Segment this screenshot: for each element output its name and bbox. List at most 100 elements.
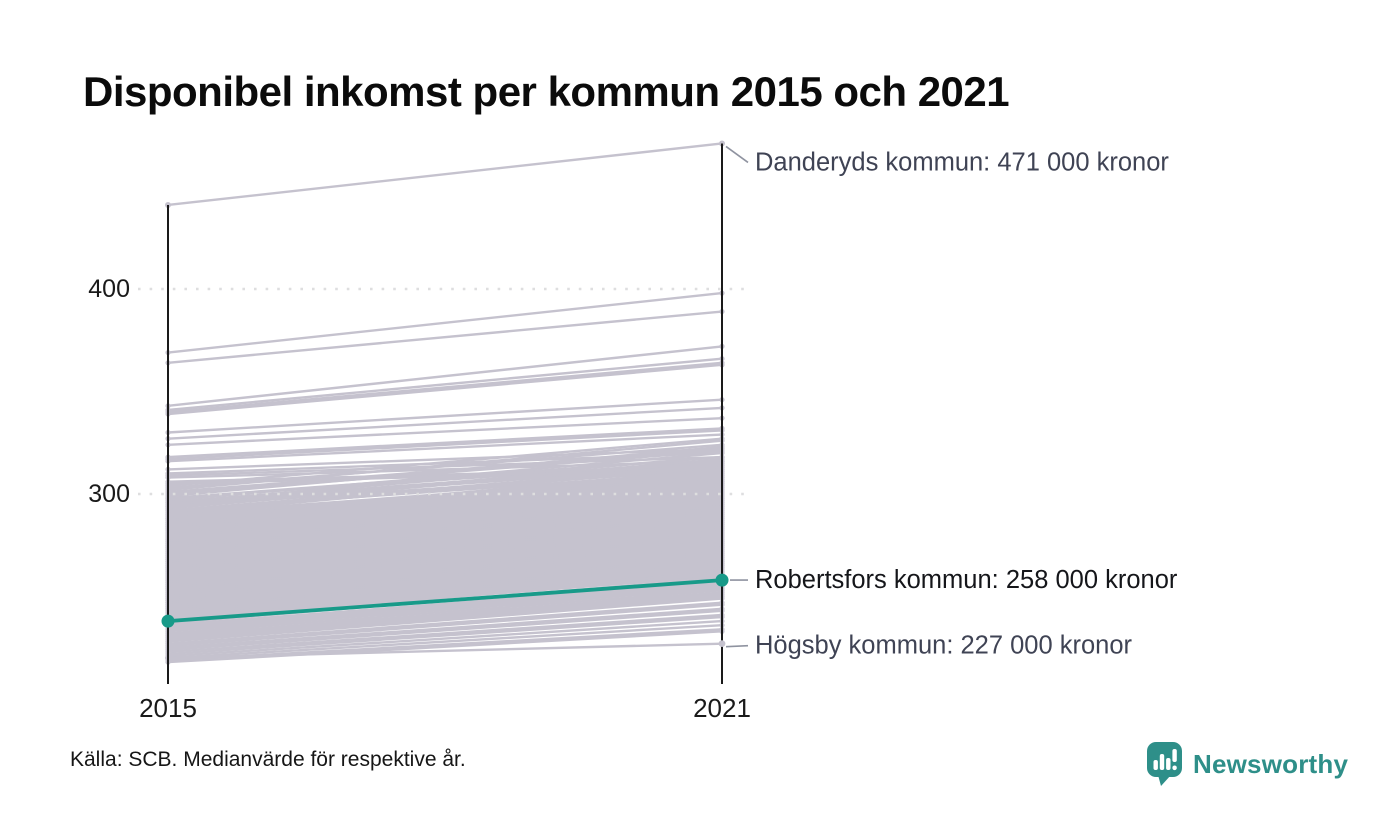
highlight-end-dot (715, 573, 729, 587)
municipality-line (167, 619, 723, 658)
newsworthy-wordmark: Newsworthy (1193, 748, 1349, 779)
municipality-line (167, 533, 723, 586)
municipality-line (167, 501, 723, 553)
municipality-line (167, 429, 723, 461)
annotation-label-danderyd: Danderyds kommun: 471 000 kronor (755, 148, 1169, 176)
municipality-line (167, 439, 723, 492)
y-tick-label-400: 400 (88, 275, 130, 303)
municipality-line (167, 427, 723, 459)
municipality-line (167, 451, 723, 502)
municipality-line (167, 437, 723, 487)
municipality-line (167, 490, 723, 543)
municipality-line (167, 630, 723, 664)
y-tick-label-300: 300 (88, 480, 130, 508)
municipality-line (167, 416, 723, 446)
municipality-line (167, 607, 723, 649)
municipality-line (167, 357, 723, 412)
municipality-line (167, 546, 723, 598)
municipality-line (167, 291, 723, 354)
municipality-line (167, 523, 723, 576)
municipality-line (167, 539, 723, 592)
municipality-line (167, 537, 723, 590)
municipality-line (167, 503, 723, 555)
municipality-line (167, 562, 723, 615)
municipality-line (167, 310, 723, 364)
municipality-line (167, 511, 723, 563)
municipality-line (167, 517, 723, 569)
municipality-line (167, 558, 723, 610)
municipality-line (167, 484, 723, 537)
municipality-line (167, 361, 723, 414)
municipality-line (167, 535, 723, 588)
municipality-line (167, 513, 723, 565)
municipality-line-danderyd (167, 142, 723, 207)
municipality-line (167, 615, 723, 656)
municipality-line (167, 544, 723, 596)
municipality-line (167, 462, 723, 516)
municipality-line (167, 587, 723, 633)
chart-title: Disponibel inkomst per kommun 2015 och 2… (83, 68, 1010, 115)
source-note: Källa: SCB. Medianvärde för respektive å… (70, 748, 466, 771)
municipality-line (167, 509, 723, 561)
municipality-line (167, 445, 723, 498)
municipality-line (167, 521, 723, 574)
municipality-line (167, 470, 723, 522)
municipality-line (167, 398, 723, 434)
municipality-line (167, 529, 723, 582)
highlight-start-dot (161, 614, 175, 628)
x-label-2015: 2015 (139, 693, 197, 723)
municipality-line (167, 492, 723, 545)
newsworthy-logo-icon (1147, 742, 1182, 786)
municipality-line (167, 519, 723, 572)
newsworthy-brand: Newsworthy (1146, 741, 1348, 787)
hogsby-marker-dot (718, 640, 726, 648)
municipality-line (167, 585, 723, 631)
municipality-line (167, 486, 723, 539)
municipality-line (167, 580, 723, 627)
municipality-line (167, 460, 723, 510)
municipality-line (167, 474, 723, 526)
municipality-line (167, 556, 723, 608)
municipality-line (167, 507, 723, 559)
municipality-line (167, 531, 723, 584)
municipality-line (167, 433, 723, 463)
x-label-2021: 2021 (693, 693, 751, 723)
municipality-line (167, 583, 723, 629)
municipality-line-hogsby (167, 642, 723, 660)
municipality-line (167, 564, 723, 617)
municipality-line (167, 482, 723, 535)
municipality-line (167, 609, 723, 651)
municipality-line (167, 494, 723, 547)
municipality-line (167, 515, 723, 567)
municipality-line (167, 597, 723, 643)
municipality-line (167, 550, 723, 602)
leader-danderyd (725, 145, 749, 164)
municipality-line (167, 496, 723, 549)
municipality-line (167, 345, 723, 408)
highlight-line-robertsfors (167, 578, 723, 623)
municipality-line (167, 363, 723, 416)
municipality-line (167, 624, 723, 660)
municipality-line (167, 480, 723, 533)
leader-hogsby (725, 644, 749, 648)
municipality-line (167, 468, 723, 520)
municipality-line (167, 589, 723, 635)
municipality-line (167, 478, 723, 531)
municipality-line (167, 566, 723, 619)
municipality-line (167, 472, 723, 524)
municipality-line (167, 603, 723, 647)
annotation-label-robertsfors: Robertsfors kommun: 258 000 kronor (755, 566, 1178, 594)
municipality-line (167, 542, 723, 594)
municipality-line (167, 488, 723, 541)
municipality-line (167, 548, 723, 600)
municipality-line (167, 593, 723, 639)
municipality-line (167, 570, 723, 621)
municipality-line (167, 455, 723, 504)
municipality-line (167, 591, 723, 637)
annotation-label-hogsby: Högsby kommun: 227 000 kronor (755, 632, 1133, 660)
municipality-line (167, 498, 723, 551)
municipality-line (167, 505, 723, 557)
municipality-line (167, 476, 723, 528)
